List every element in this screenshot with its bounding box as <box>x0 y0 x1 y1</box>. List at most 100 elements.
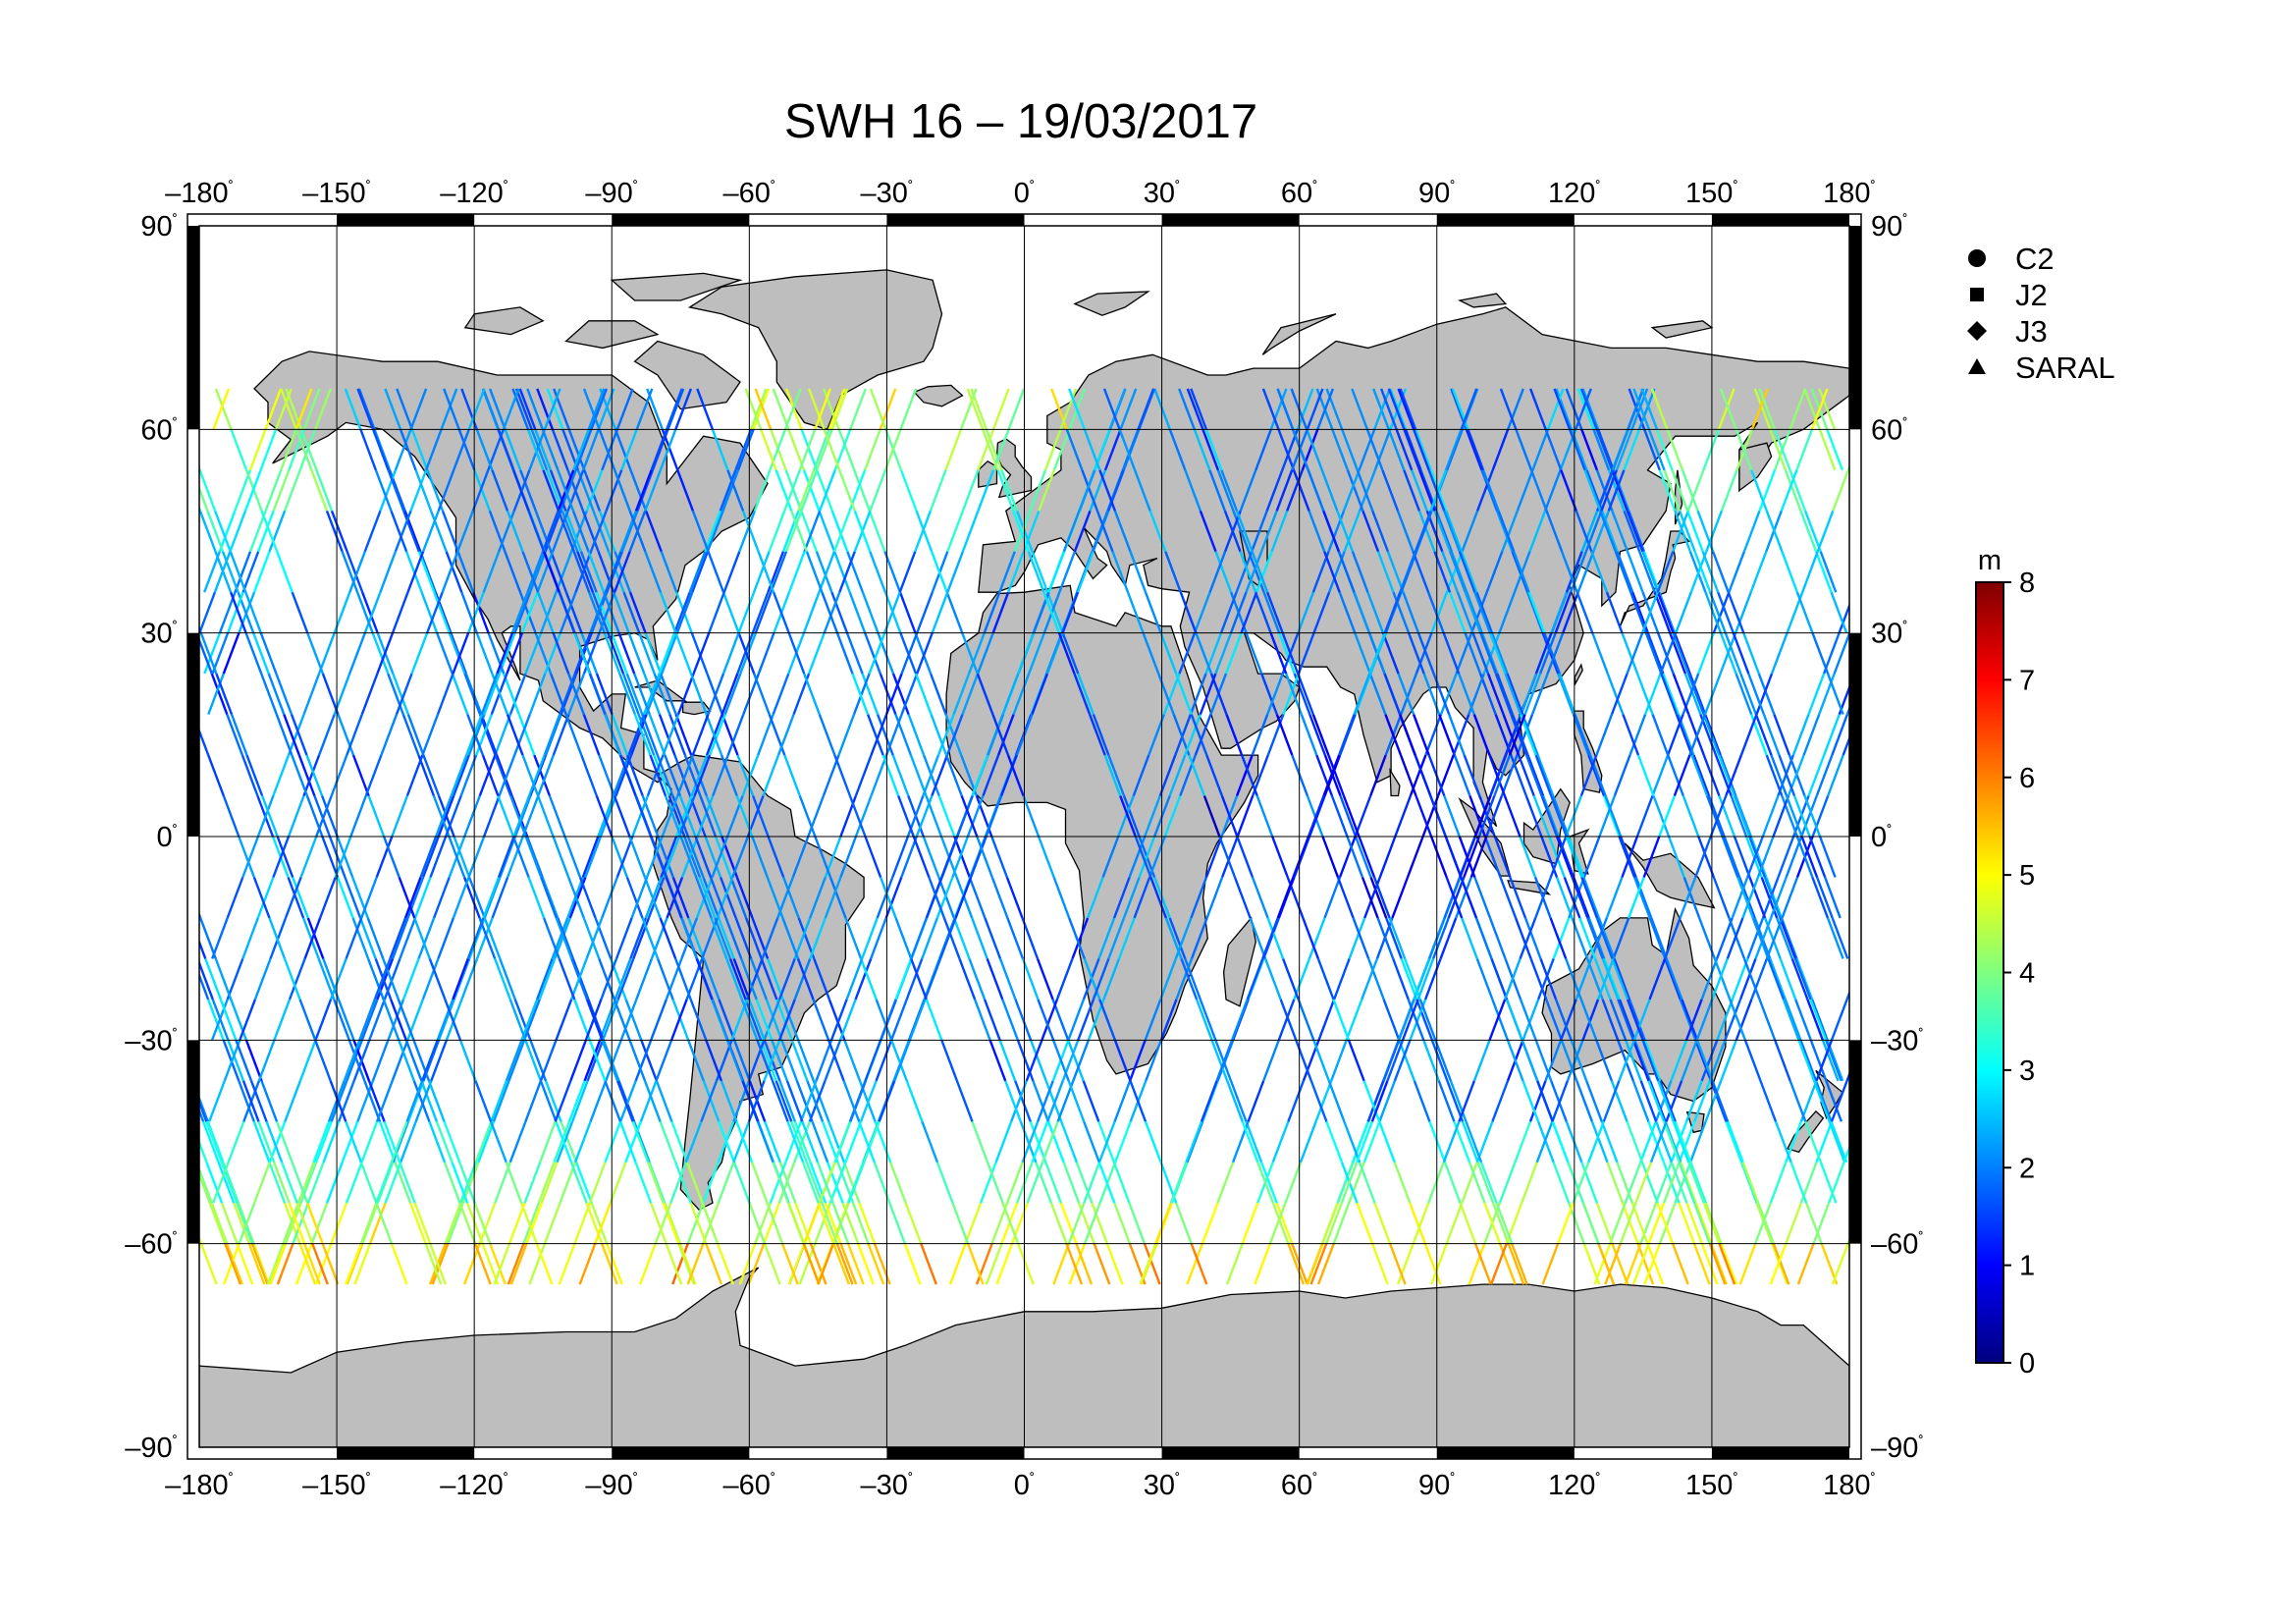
track-segment <box>199 388 1848 1285</box>
lat-tick-label-left: 60˚ <box>140 414 178 446</box>
lat-tick-label-left: 0˚ <box>157 822 178 853</box>
track-segment <box>1309 388 1649 1285</box>
track-segment <box>199 388 1844 1285</box>
track-segment <box>443 388 781 1285</box>
track-segment <box>199 388 1844 1285</box>
track-segment <box>807 388 1147 1285</box>
track-segment <box>356 388 696 1285</box>
lon-tick-label-top: –180˚ <box>165 178 234 209</box>
track-segment <box>199 388 1843 1285</box>
lon-tick-label-top: 120˚ <box>1548 178 1601 209</box>
lon-tick-label-top: 180˚ <box>1823 178 1876 209</box>
lon-tick-label-top: –30˚ <box>861 178 914 209</box>
track-segment <box>199 388 1848 1285</box>
track-segment <box>1068 388 1408 1285</box>
track-segment <box>1290 388 1629 1285</box>
track-segment <box>817 388 1156 1285</box>
swh-colorbar: m 0 1 2 3 4 5 6 7 8 <box>1975 545 2035 1380</box>
frame-block <box>1711 1447 1849 1459</box>
track-segment <box>518 388 858 1285</box>
lon-tick-label-top: 60˚ <box>1281 178 1318 209</box>
lon-tick-label-bottom: –90˚ <box>585 1470 638 1501</box>
legend-item-c2: C2 <box>1968 242 2055 276</box>
frame-block <box>187 1040 199 1244</box>
legend-item-j3: J3 <box>1967 314 2048 349</box>
track-segment <box>582 388 922 1285</box>
square-marker-icon <box>1970 288 1984 301</box>
track-segment <box>199 388 1837 1285</box>
lat-tick-label-left: –90˚ <box>125 1433 178 1464</box>
frame-block <box>187 632 199 837</box>
lon-tick-label-top: 30˚ <box>1144 178 1181 209</box>
lon-tick-label-top: 90˚ <box>1418 178 1456 209</box>
track-segment <box>210 388 1849 1285</box>
lon-tick-label-top: 0˚ <box>1014 178 1035 209</box>
track-segment <box>314 388 654 1285</box>
track-segment <box>1050 388 1389 1285</box>
land-ireland <box>978 460 998 488</box>
track-segment <box>1316 388 1656 1285</box>
lon-tick-label-bottom: –180˚ <box>165 1470 234 1501</box>
land-madagascar <box>1222 916 1256 1007</box>
satellite-tracks <box>199 388 1849 1285</box>
track-segment <box>696 388 1035 1285</box>
lat-tick-label-right: 0˚ <box>1871 822 1892 853</box>
legend-item-saral: SARAL <box>1968 351 2115 385</box>
diamond-marker-icon <box>1967 321 1987 341</box>
track-segment <box>266 388 606 1285</box>
circle-marker-icon <box>1968 249 1986 267</box>
frame-block <box>337 1447 475 1459</box>
track-segment <box>1178 388 1517 1285</box>
track-segment <box>511 388 850 1285</box>
track-segment <box>754 388 1094 1285</box>
lon-tick-label-bottom: –30˚ <box>861 1470 914 1501</box>
track-segment <box>509 388 849 1285</box>
lat-tick-label-right: –30˚ <box>1871 1025 1924 1056</box>
colorbar-tick-label: 4 <box>2019 958 2035 990</box>
lon-tick-label-bottom: –150˚ <box>302 1470 371 1501</box>
lon-tick-label-bottom: –60˚ <box>722 1470 775 1501</box>
track-segment <box>276 388 615 1285</box>
lat-tick-label-left: –30˚ <box>125 1025 178 1056</box>
frame-block <box>1849 1040 1861 1244</box>
track-segment <box>488 388 828 1285</box>
track-segment <box>199 388 1837 1285</box>
track-segment <box>1068 388 1407 1285</box>
colorbar-tick-label: 7 <box>2019 665 2035 696</box>
track-segment <box>1450 388 1789 1285</box>
track-segment <box>346 388 685 1285</box>
lon-tick-label-top: –60˚ <box>722 178 775 209</box>
legend-label: J3 <box>2015 314 2048 349</box>
frame-block <box>1436 214 1575 226</box>
lon-tick-label-bottom: 60˚ <box>1281 1470 1318 1501</box>
land-severnaya-zemlya <box>1458 293 1508 308</box>
legend-label: SARAL <box>2015 351 2115 385</box>
frame-block <box>1436 1447 1575 1459</box>
colorbar-bar <box>1975 581 2004 1364</box>
colorbar-tick-label: 3 <box>2019 1055 2035 1087</box>
track-segment <box>747 388 1087 1285</box>
track-segment <box>975 388 1314 1285</box>
track-segment <box>211 388 1849 1285</box>
track-segment <box>269 388 609 1285</box>
colorbar-tick-label: 8 <box>2019 568 2035 599</box>
track-segment <box>1351 388 1689 1285</box>
track-segment <box>481 388 821 1285</box>
track-segment <box>1325 388 1665 1285</box>
frame-block <box>337 214 475 226</box>
track-segment <box>199 388 1838 1285</box>
track-segment <box>199 388 1846 1285</box>
land-arctic-islands-3 <box>610 272 743 301</box>
track-segment <box>199 388 1837 1285</box>
frame-block <box>886 1447 1025 1459</box>
track-segment <box>294 388 634 1285</box>
lon-tick-label-bottom: 150˚ <box>1685 1470 1738 1501</box>
track-segment <box>203 388 1849 1285</box>
track-segment <box>199 388 1842 1285</box>
land-new-guinea <box>1624 842 1716 909</box>
track-segment <box>966 388 1306 1285</box>
graticule <box>199 226 1849 1447</box>
track-segment <box>995 388 1335 1285</box>
